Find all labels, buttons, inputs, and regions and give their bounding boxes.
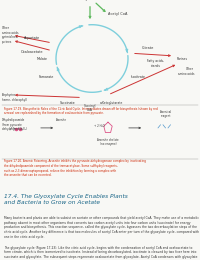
Text: Pyruvate: Pyruvate — [83, 0, 101, 1]
Text: Acetyl CoA: Acetyl CoA — [108, 12, 128, 16]
Text: Fatty acids,
sterols: Fatty acids, sterols — [147, 59, 165, 68]
Text: Succinyl
CoA: Succinyl CoA — [84, 103, 96, 112]
Text: Porphyrins,
heme, chlorophyll: Porphyrins, heme, chlorophyll — [2, 93, 27, 102]
Text: + 2 H₂O: + 2 H₂O — [94, 124, 105, 128]
Text: Purines: Purines — [177, 56, 188, 61]
Text: Isocitrate: Isocitrate — [130, 75, 146, 79]
Text: The glyoxylate cycle (Figure 17.23). Like the citric acid cycle, begins with the: The glyoxylate cycle (Figure 17.23). Lik… — [4, 246, 198, 260]
Text: Arsenical
reagent: Arsenical reagent — [160, 110, 172, 118]
Text: Malate: Malate — [37, 56, 48, 61]
Text: Other
amino acids,
pyrimidines,
purines: Other amino acids, pyrimidines, purines — [2, 26, 19, 44]
Text: Arsenite chelate
(no enzyme): Arsenite chelate (no enzyme) — [97, 138, 119, 146]
Text: Dihydrolipoamide
(from pyruvate
dehydrogenase E₂): Dihydrolipoamide (from pyruvate dehydrog… — [2, 118, 27, 132]
Text: Aspartate: Aspartate — [24, 36, 40, 40]
Text: Oxaloacetate: Oxaloacetate — [21, 50, 43, 54]
Text: Figure 17.20. Arsenic Poisoning. Arsenite inhibits the pyruvate-dehydrogenase co: Figure 17.20. Arsenic Poisoning. Arsenit… — [4, 159, 146, 177]
Text: Succinate: Succinate — [60, 101, 76, 105]
Text: Figure 17.19. Biosynthetic Roles of the Citric Acid Cycle. Intermediates drawn o: Figure 17.19. Biosynthetic Roles of the … — [4, 107, 158, 115]
Text: α-Ketoglutarate: α-Ketoglutarate — [100, 101, 124, 105]
Text: Citrate: Citrate — [142, 46, 154, 50]
Text: Arsenite: Arsenite — [56, 118, 67, 122]
Text: Fumarate: Fumarate — [38, 75, 54, 79]
Text: 17.4. The Glyoxylate Cycle Enables Plants
and Bacteria to Grow on Acetate: 17.4. The Glyoxylate Cycle Enables Plant… — [4, 194, 128, 205]
Text: Other
amino acids: Other amino acids — [178, 67, 194, 76]
Text: Many bacteria and plants are able to subsist on acetate or other compounds that : Many bacteria and plants are able to sub… — [4, 216, 199, 239]
